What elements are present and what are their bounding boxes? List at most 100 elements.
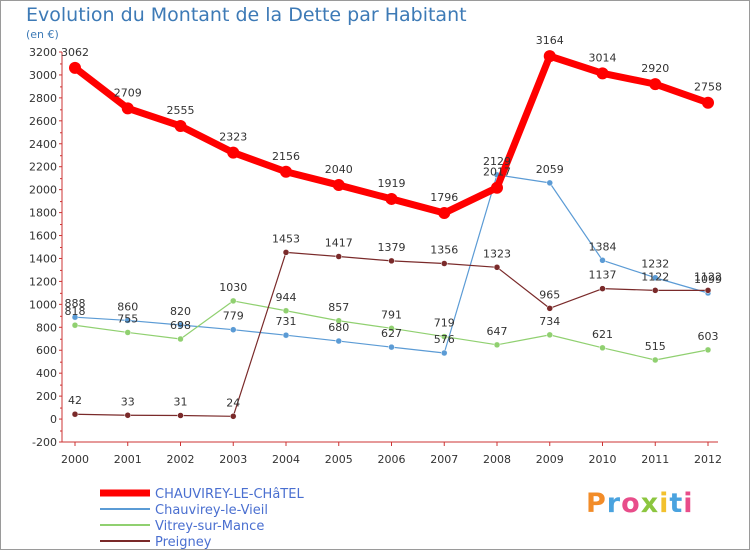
data-point — [282, 307, 290, 315]
y-tick-label: -200 — [32, 436, 57, 449]
data-point — [491, 181, 503, 194]
data-point — [227, 146, 240, 159]
x-tick-label: 2002 — [167, 453, 195, 466]
data-point — [174, 119, 187, 132]
data-label: 820 — [170, 305, 191, 318]
proxiti-logo: Proxiti — [586, 488, 694, 519]
data-label: 698 — [170, 319, 191, 332]
data-point — [124, 317, 131, 324]
y-unit-label: (en €) — [26, 28, 59, 41]
data-point — [652, 287, 659, 294]
data-label: 1137 — [589, 269, 617, 282]
data-point — [546, 331, 553, 339]
x-tick-label: 2010 — [589, 453, 617, 466]
data-point — [649, 78, 662, 91]
data-label: 576 — [434, 333, 455, 346]
data-point — [177, 412, 184, 419]
data-label: 1796 — [430, 191, 458, 204]
legend-label: Vitrey-sur-Mance — [155, 519, 264, 534]
data-label: 791 — [381, 308, 402, 321]
legend-label: Preigney — [155, 535, 212, 550]
data-label: 888 — [65, 297, 86, 310]
data-point — [332, 179, 345, 192]
data-label: 2920 — [641, 62, 669, 75]
x-tick-label: 2011 — [641, 453, 669, 466]
data-label: 734 — [539, 315, 560, 328]
data-point — [441, 333, 448, 340]
data-label: 1030 — [219, 281, 247, 294]
data-label: 731 — [276, 315, 297, 328]
y-tick-label: 800 — [36, 321, 57, 334]
y-tick-label: 1000 — [29, 298, 57, 311]
x-tick-label: 2009 — [536, 453, 564, 466]
data-point — [71, 410, 79, 418]
y-tick-label: 3000 — [29, 69, 57, 82]
data-label: 2040 — [325, 163, 353, 176]
data-label: 755 — [117, 312, 138, 325]
y-tick-label: 1800 — [29, 207, 57, 220]
y-tick-label: 2600 — [29, 115, 57, 128]
x-tick-label: 2005 — [325, 453, 353, 466]
y-tick-label: 2400 — [29, 138, 57, 151]
data-point — [121, 102, 134, 115]
data-label: 719 — [434, 317, 455, 330]
data-point — [71, 321, 79, 329]
data-label: 1323 — [483, 247, 511, 260]
data-label: 1384 — [589, 240, 617, 253]
data-point — [282, 331, 290, 339]
data-point — [177, 335, 184, 343]
y-tick-label: 400 — [36, 367, 57, 380]
data-label: 2156 — [272, 150, 300, 163]
x-tick-label: 2008 — [483, 453, 511, 466]
data-point — [69, 61, 81, 74]
data-label: 1919 — [378, 177, 406, 190]
data-label: 3014 — [589, 51, 617, 64]
data-label: 860 — [117, 300, 138, 313]
data-point — [599, 257, 606, 264]
data-label: 857 — [328, 301, 349, 314]
data-point — [652, 356, 659, 364]
data-label: 621 — [592, 328, 613, 341]
data-label: 42 — [68, 394, 82, 407]
series-0 — [69, 50, 714, 220]
legend-label: Chauvirey-le-Vieil — [155, 503, 268, 518]
y-tick-label: 2200 — [29, 161, 57, 174]
data-label: 3062 — [61, 46, 89, 59]
data-label: 2017 — [483, 166, 511, 179]
data-point — [282, 249, 290, 256]
data-point — [546, 305, 553, 312]
data-point — [704, 287, 712, 294]
data-point — [335, 337, 342, 345]
data-label: 3164 — [536, 34, 564, 47]
data-label: 1356 — [430, 244, 458, 257]
labels-series-1: 888 860 820 779 731 680 627 576 2129 2059 1384 1232… — [65, 155, 723, 346]
data-point — [493, 341, 501, 349]
data-point — [388, 257, 395, 265]
data-label: 627 — [381, 327, 402, 340]
data-point — [230, 413, 237, 420]
data-label: 944 — [276, 291, 297, 304]
y-tick-label: 200 — [36, 390, 57, 403]
data-label: 24 — [226, 396, 240, 409]
data-label: 1099 — [694, 273, 722, 286]
data-point — [230, 326, 237, 333]
data-point — [124, 329, 131, 336]
x-tick-label: 2000 — [61, 453, 89, 466]
chart-title: Evolution du Montant de la Dette par Hab… — [26, 4, 467, 26]
data-point — [388, 325, 395, 332]
data-point — [335, 317, 342, 325]
x-tick-label: 2012 — [694, 453, 722, 466]
data-point — [599, 344, 606, 352]
data-point — [543, 50, 556, 63]
labels-series-2: 818 755 698 1030 944 857 791 719 647 734 621 515 603 — [65, 281, 719, 353]
data-point — [124, 412, 131, 419]
data-label: 603 — [698, 330, 719, 343]
data-label: 2059 — [536, 163, 564, 176]
data-point — [438, 207, 451, 220]
data-point — [441, 260, 448, 267]
data-label: 1417 — [325, 237, 353, 250]
y-tick-label: 0 — [50, 413, 57, 426]
x-tick-label: 2003 — [219, 453, 247, 466]
